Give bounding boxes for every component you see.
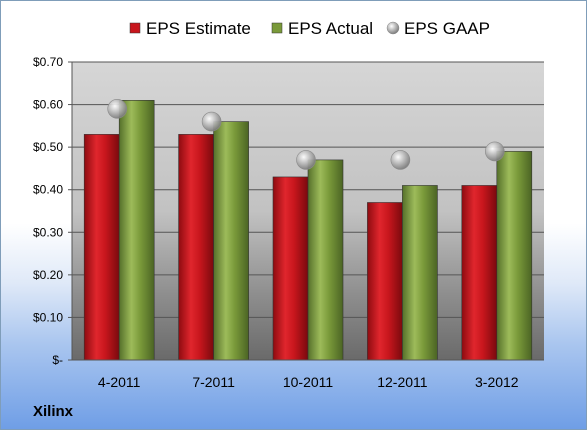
x-tick-label: 10-2011 <box>283 374 334 390</box>
bars <box>83 100 533 361</box>
x-tick-label: 3-2012 <box>475 374 519 390</box>
y-axis: $- $0.10 $0.20 $0.30 $0.40 $0.50 $0.60 $0.70 <box>33 55 73 367</box>
y-tick-label: $0.10 <box>33 310 63 324</box>
marker-eps-gaap <box>201 111 222 132</box>
marker-eps-gaap <box>390 150 411 170</box>
bar-eps-estimate <box>367 202 403 361</box>
y-tick-label: $0.30 <box>33 225 63 239</box>
bar-eps-estimate <box>83 134 120 361</box>
marker-eps-gaap <box>296 150 316 170</box>
x-axis: 4-2011 7-2011 10-2011 12-2011 3-2012 <box>72 359 544 390</box>
legend-swatch <box>271 22 283 34</box>
legend-swatch <box>129 22 141 34</box>
x-tick-label: 12-2011 <box>377 374 428 390</box>
legend-label: EPS Estimate <box>146 19 251 38</box>
y-tick-label: $0.70 <box>33 55 63 69</box>
bar-eps-actual <box>213 121 249 361</box>
y-tick-label: $0.40 <box>33 183 63 197</box>
legend-label: EPS Actual <box>288 19 373 38</box>
bar-eps-estimate <box>178 134 214 361</box>
x-tick-label: 4-2011 <box>98 374 141 390</box>
bar-eps-actual <box>496 151 533 361</box>
bar-eps-actual <box>307 159 344 361</box>
bar-eps-estimate <box>272 176 309 361</box>
bar-eps-actual <box>118 100 155 361</box>
company-name: Xilinx <box>33 403 74 420</box>
marker-eps-gaap <box>484 141 505 162</box>
y-tick-label: $0.50 <box>33 140 63 154</box>
gaap-markers <box>107 99 505 170</box>
legend: EPS Estimate EPS Actual EPS GAAP <box>129 19 490 38</box>
y-tick-label: $0.60 <box>33 98 63 112</box>
legend-label: EPS GAAP <box>404 19 490 38</box>
bar-eps-actual <box>402 185 438 361</box>
bar-eps-estimate <box>461 185 498 361</box>
y-tick-label: $- <box>52 353 63 367</box>
marker-eps-gaap <box>107 99 127 119</box>
y-tick-label: $0.20 <box>33 268 63 282</box>
x-tick-label: 7-2011 <box>192 374 235 390</box>
legend-swatch <box>386 21 400 35</box>
